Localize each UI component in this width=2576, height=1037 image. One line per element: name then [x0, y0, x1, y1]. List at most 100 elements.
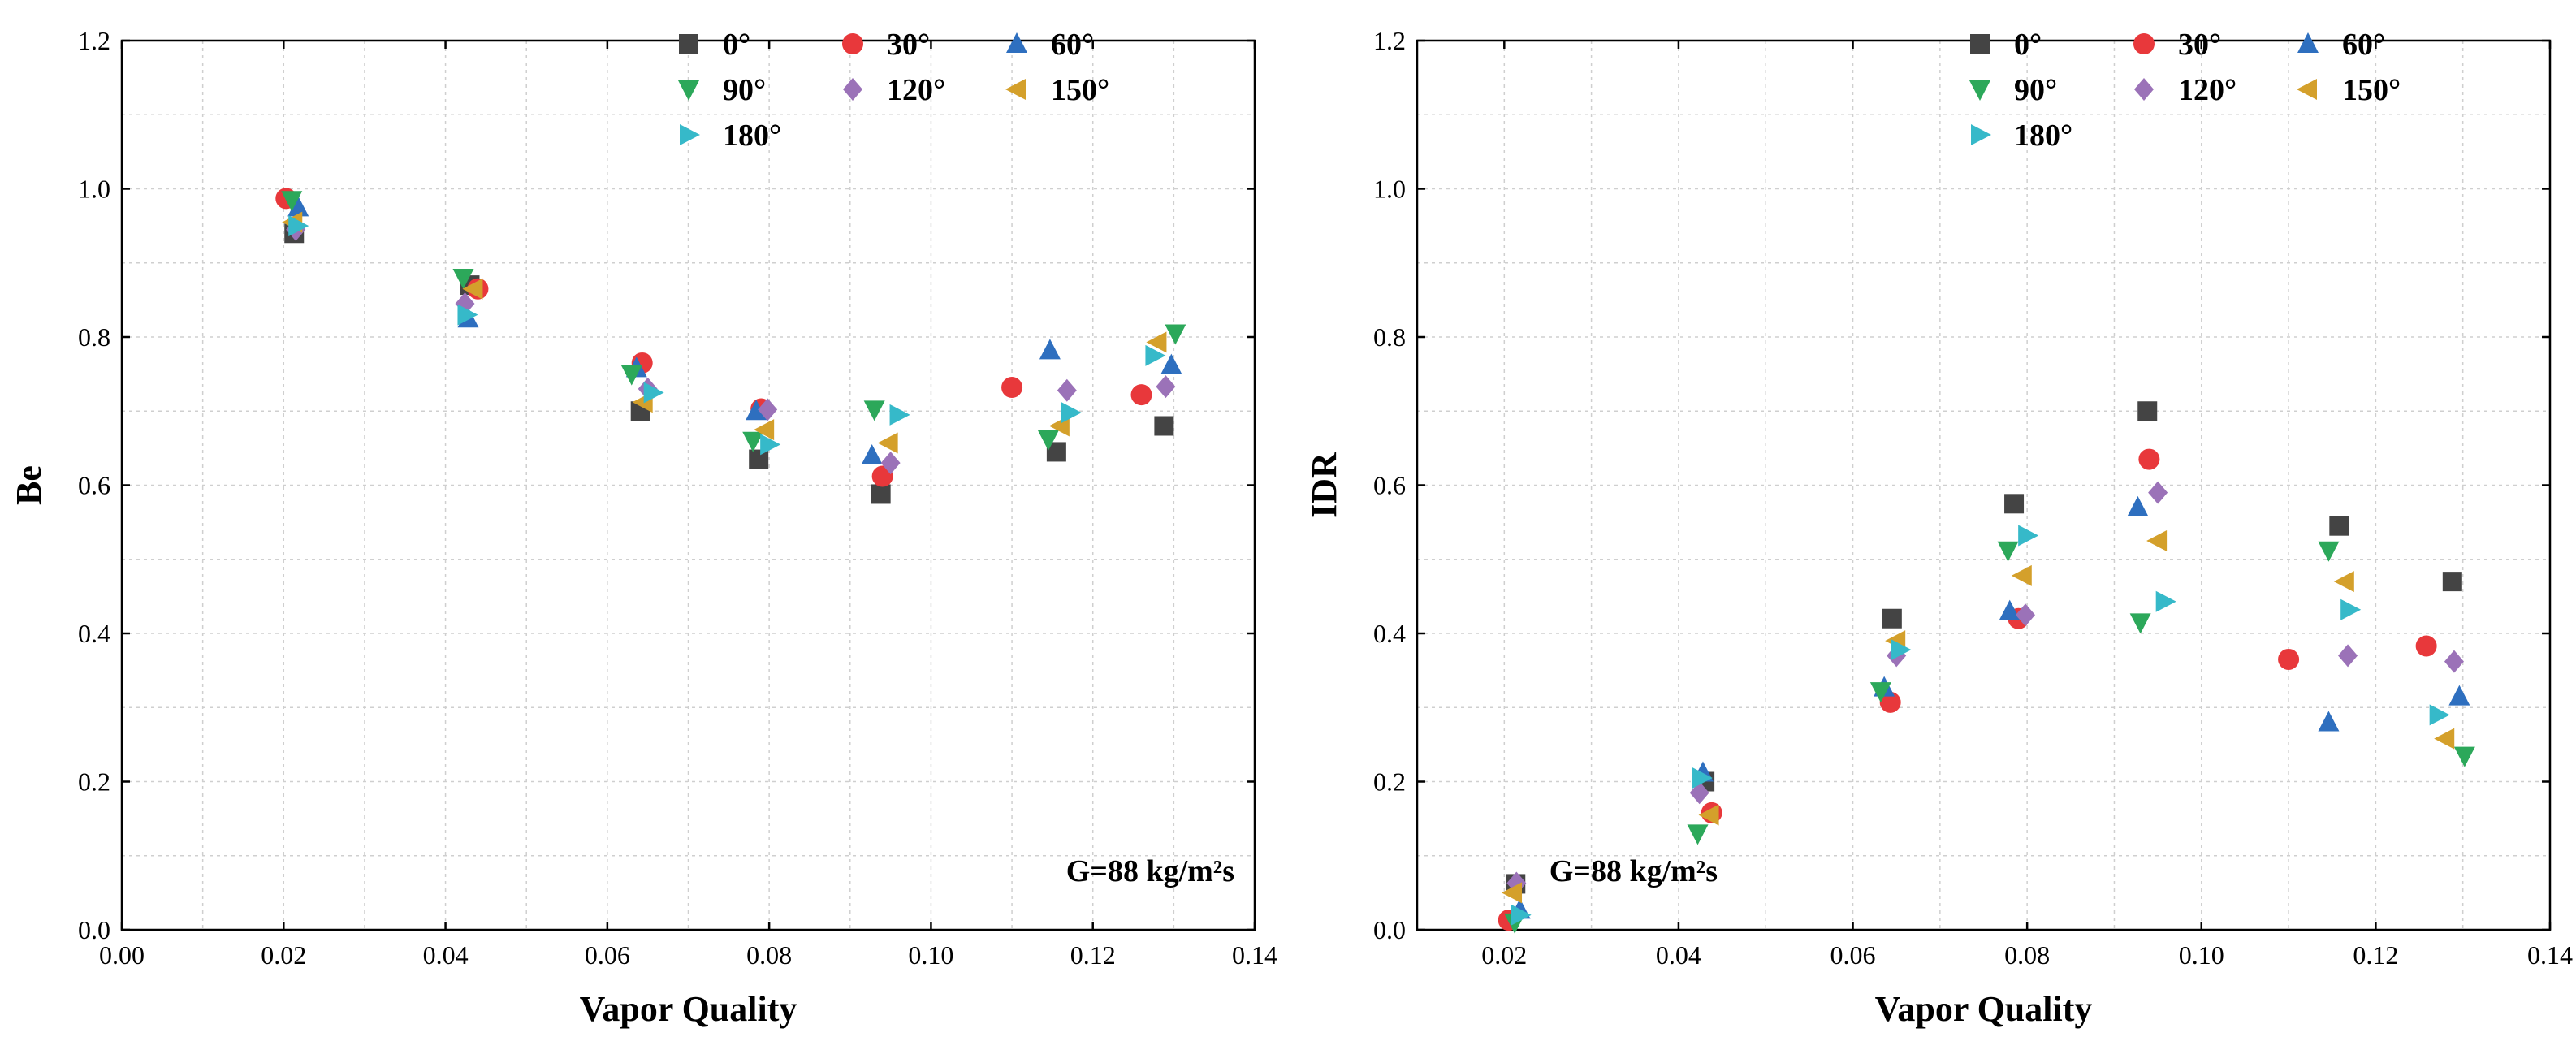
- data-point: [1165, 324, 1186, 345]
- data-point: [2146, 529, 2168, 551]
- legend-item-90deg: 90°: [678, 73, 766, 107]
- data-point: [1698, 804, 1719, 826]
- x-tick-label: 0.14: [2527, 940, 2573, 970]
- y-tick-label: 0.8: [78, 322, 110, 352]
- condition-annotation: G=88 kg/m²s: [1549, 854, 1718, 888]
- legend-label: 90°: [2014, 73, 2057, 107]
- data-point: [2340, 598, 2362, 620]
- x-axis-title: Vapor Quality: [580, 989, 797, 1029]
- series-120deg: [1506, 481, 2464, 895]
- data-point: [2318, 541, 2340, 562]
- legend-label: 150°: [2342, 73, 2401, 107]
- x-tick-label: 0.14: [1232, 940, 1277, 970]
- y-axis-title: IDR: [1304, 452, 1344, 518]
- chart-panel-2: 0.0 0.2 0.4 0.6 0.8 1.0 1.2 0.02 0.04 0.06 0.08 0.1…: [1304, 26, 2573, 1029]
- data-point: [1130, 384, 1152, 406]
- data-point: [288, 215, 309, 237]
- data-point: [287, 196, 309, 217]
- legend-label: 180°: [723, 119, 781, 153]
- data-point: [2453, 746, 2475, 767]
- data-point: [462, 278, 483, 300]
- data-point: [861, 444, 883, 464]
- data-point: [2434, 728, 2455, 750]
- legend-item-150deg: 150°: [2297, 73, 2401, 107]
- grid-2: [1417, 41, 2550, 930]
- data-point: [2278, 648, 2300, 670]
- grid-1: [122, 41, 1255, 930]
- legend-item-180deg: 180°: [1971, 119, 2072, 153]
- legend-label: 120°: [887, 73, 945, 107]
- legend-marker: [2297, 32, 2319, 53]
- series-0deg: [284, 223, 1174, 504]
- data-point: [2127, 495, 2149, 516]
- y-tick-label: 0.6: [1373, 471, 1406, 500]
- y-axis-title: Be: [9, 465, 49, 505]
- legend-label: 60°: [1051, 28, 1094, 62]
- legend-marker: [1969, 80, 1990, 101]
- data-point: [1882, 608, 1902, 629]
- x-tick-label: 0.06: [1830, 940, 1876, 970]
- data-point: [457, 304, 478, 326]
- data-point: [1999, 599, 2021, 620]
- x-tick-label: 0.12: [2353, 940, 2398, 970]
- data-point: [2442, 572, 2462, 592]
- legend-label: 150°: [1051, 73, 1109, 107]
- legend-item-180deg: 180°: [680, 119, 781, 153]
- y-tick-label: 0.0: [78, 915, 110, 944]
- series-0deg: [1506, 401, 2462, 894]
- data-point: [1039, 339, 1061, 360]
- legend-marker: [678, 80, 699, 101]
- data-point: [1692, 767, 1713, 789]
- data-point: [1997, 541, 2019, 562]
- legend-item-120deg: 120°: [2134, 73, 2237, 107]
- data-point: [2333, 571, 2354, 593]
- data-point: [620, 365, 642, 386]
- data-point: [2338, 644, 2358, 668]
- x-tick-label: 0.10: [2179, 940, 2224, 970]
- data-point: [1146, 331, 1167, 353]
- x-tick-label: 0.08: [746, 940, 792, 970]
- x-tick-label: 0.02: [261, 940, 306, 970]
- y-tick-label: 0.0: [1373, 915, 1406, 944]
- x-tick-label: 0.10: [908, 940, 953, 970]
- data-point: [2429, 704, 2450, 726]
- data-point: [889, 404, 910, 426]
- data-point: [1057, 378, 1077, 402]
- legend-marker: [2134, 78, 2154, 101]
- data-point: [880, 452, 901, 475]
- data-point: [760, 434, 781, 456]
- legend-marker: [680, 124, 700, 145]
- data-point: [1037, 430, 1059, 451]
- legend-1: 0° 30° 60° 90° 120° 150° 180°: [678, 28, 1109, 153]
- y-tick-label: 1.0: [1373, 175, 1406, 204]
- data-point: [2004, 494, 2025, 514]
- data-point: [281, 191, 303, 212]
- data-point: [2016, 603, 2036, 627]
- legend-marker: [1006, 32, 1027, 53]
- legend-marker: [1971, 124, 1991, 145]
- legend-label: 180°: [2014, 119, 2072, 153]
- legend-marker: [679, 34, 698, 54]
- data-point: [2329, 516, 2349, 536]
- legend-2: 0° 30° 60° 90° 120° 150° 180°: [1969, 28, 2401, 153]
- data-point: [1869, 682, 1891, 703]
- data-point: [746, 400, 767, 421]
- data-point: [1160, 353, 1182, 374]
- series-90deg: [281, 191, 1186, 452]
- y-tick-label: 0.2: [78, 767, 110, 797]
- series-180deg: [288, 215, 1166, 456]
- data-point: [452, 269, 474, 289]
- legend-item-120deg: 120°: [843, 73, 945, 107]
- legend-item-30deg: 30°: [2133, 28, 2221, 62]
- data-point: [1879, 691, 1901, 713]
- legend-marker: [1970, 34, 1990, 54]
- y-tick-label: 0.2: [1373, 767, 1406, 797]
- data-point: [758, 398, 778, 421]
- legend-item-60deg: 60°: [1006, 28, 1094, 62]
- data-point: [2148, 481, 2168, 504]
- legend-label: 60°: [2342, 28, 2385, 62]
- data-point: [643, 382, 664, 404]
- y-tick-label: 0.4: [1373, 619, 1406, 648]
- data-point: [1502, 882, 1523, 904]
